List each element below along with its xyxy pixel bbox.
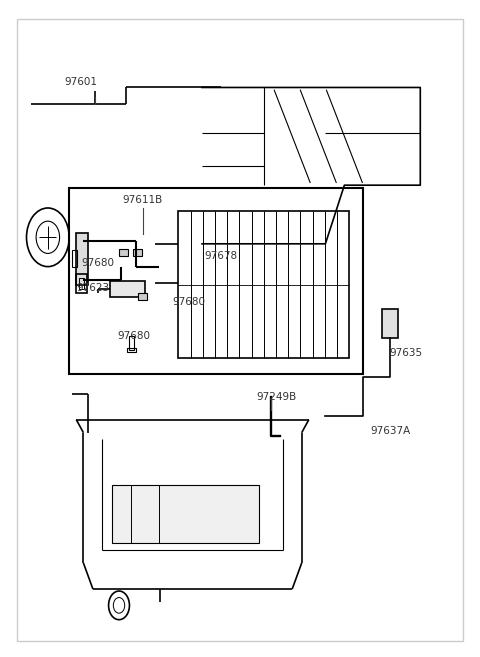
Bar bbox=[79, 278, 84, 290]
Bar bbox=[129, 336, 134, 350]
Bar bbox=[69, 189, 363, 374]
Text: 97680: 97680 bbox=[81, 258, 114, 267]
Bar bbox=[138, 292, 146, 300]
Bar bbox=[127, 348, 136, 352]
Text: 97680: 97680 bbox=[118, 331, 151, 342]
Text: 97680: 97680 bbox=[173, 297, 205, 307]
Bar bbox=[119, 249, 128, 256]
Bar bbox=[76, 275, 87, 292]
Bar bbox=[109, 281, 145, 297]
Bar bbox=[72, 250, 77, 267]
Bar bbox=[112, 485, 259, 543]
Text: 97601: 97601 bbox=[65, 78, 97, 87]
Bar bbox=[133, 249, 142, 256]
Bar bbox=[76, 233, 88, 285]
Text: 97611B: 97611B bbox=[122, 194, 163, 205]
Text: 97635: 97635 bbox=[389, 348, 422, 357]
Text: 97678: 97678 bbox=[204, 251, 238, 261]
Text: 97249B: 97249B bbox=[257, 392, 297, 402]
Bar bbox=[179, 212, 349, 358]
Text: 97637A: 97637A bbox=[371, 426, 411, 436]
Text: 97623: 97623 bbox=[76, 283, 109, 293]
Bar bbox=[383, 309, 397, 338]
